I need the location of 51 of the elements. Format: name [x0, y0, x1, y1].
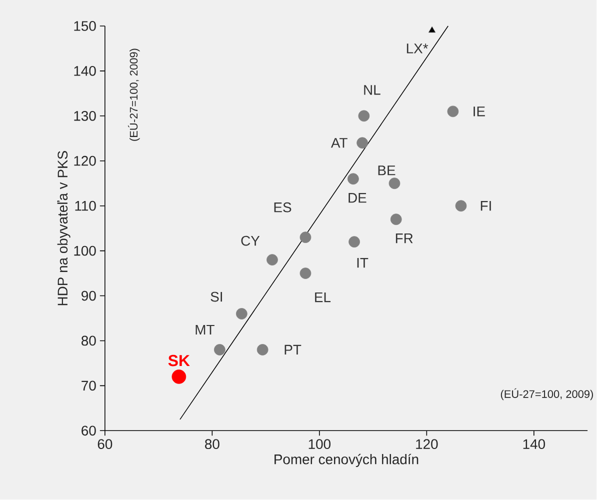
- point: [300, 268, 312, 280]
- annotation: NL: [364, 85, 380, 95]
- point: [256, 344, 268, 356]
- annotation: (EÚ-27=100, 2009): [500, 388, 593, 400]
- annotation: DE: [348, 193, 366, 203]
- point: [447, 106, 459, 118]
- annotation: PT: [284, 345, 302, 355]
- y-axis-title: HDP na obyvateľa v PKS: [57, 151, 70, 306]
- point: [356, 137, 368, 149]
- x-axis-title: Pomer cenových hladín: [274, 454, 418, 468]
- y-tick-label: 100: [74, 246, 96, 256]
- point: [266, 254, 278, 266]
- point: [300, 232, 312, 244]
- x-tick-label: 80: [205, 439, 220, 450]
- annotation: FI: [480, 201, 491, 211]
- point: [214, 344, 226, 356]
- annotation: SI: [210, 292, 222, 302]
- annotation: IT: [357, 258, 368, 268]
- x-tick-label: 120: [416, 439, 438, 450]
- point: [388, 178, 400, 190]
- point: [390, 214, 402, 226]
- y-tick-label: 130: [74, 111, 96, 122]
- point: [236, 308, 248, 320]
- y-tick-label: 140: [74, 66, 96, 76]
- annotation: IE: [474, 106, 485, 116]
- y-tick-label: 70: [82, 380, 96, 391]
- y-tick-label: 120: [74, 156, 96, 166]
- annotation: MT: [196, 325, 214, 335]
- point: [358, 110, 370, 122]
- point: [428, 26, 436, 33]
- x-tick-label: 140: [523, 439, 546, 450]
- annotation: FR: [396, 234, 413, 244]
- y-tick-label: 80: [82, 336, 96, 346]
- annotation: EL: [315, 292, 331, 302]
- y-tick-label: 90: [82, 291, 96, 301]
- annotation: ES: [274, 202, 292, 212]
- x-tick-label: 100: [308, 439, 331, 450]
- point: [348, 173, 359, 185]
- annotation: (EÚ-27=100, 2009): [128, 48, 140, 142]
- point: [455, 200, 467, 212]
- y-tick-label: 110: [75, 201, 96, 211]
- y-tick-label: 150: [74, 21, 96, 32]
- y-tick-label: 60: [82, 426, 96, 436]
- series-label: SK: [168, 355, 190, 366]
- annotation: CY: [241, 236, 260, 246]
- point: [172, 370, 186, 384]
- annotation: BE: [378, 166, 396, 176]
- annotation: AT: [330, 138, 348, 148]
- point: [348, 236, 360, 248]
- annotation: LX*: [406, 44, 428, 54]
- x-tick-label: 60: [98, 439, 112, 450]
